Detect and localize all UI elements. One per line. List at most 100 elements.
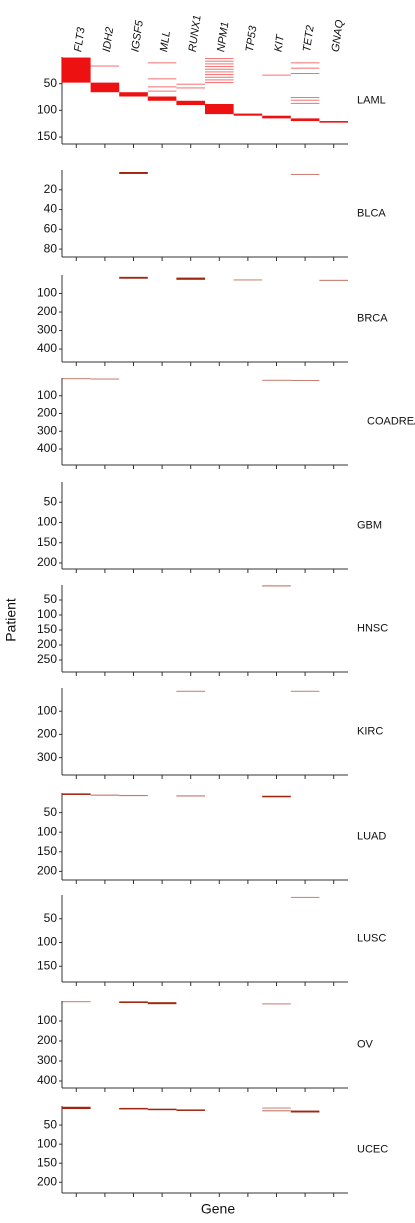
y-tick-label: 200 xyxy=(37,864,57,878)
mutation xyxy=(176,100,205,106)
mutation xyxy=(205,60,234,62)
mutation xyxy=(147,62,177,64)
panel-label: HNSC xyxy=(357,622,388,634)
gene-label: GNAQ xyxy=(330,19,346,53)
y-tick-label: 150 xyxy=(37,129,57,143)
mutation xyxy=(119,171,148,174)
y-tick-label: 60 xyxy=(44,221,58,235)
mutation xyxy=(147,1002,177,1005)
y-tick-label: 200 xyxy=(37,1033,57,1047)
y-tick-label: 100 xyxy=(37,103,57,117)
mutation xyxy=(119,1001,148,1003)
y-tick-label: 50 xyxy=(44,911,58,925)
y-tick-label: 150 xyxy=(37,622,57,636)
gene-label: TET2 xyxy=(301,25,317,53)
y-tick-label: 100 xyxy=(37,935,57,949)
mutation xyxy=(262,115,291,119)
y-tick-label: 100 xyxy=(37,607,57,621)
mutation xyxy=(290,173,320,175)
y-tick-label: 250 xyxy=(37,652,57,666)
mutation xyxy=(205,63,234,65)
y-tick-label: 50 xyxy=(44,494,58,508)
mutation xyxy=(90,794,120,796)
mutation xyxy=(176,277,205,280)
gene-label: IGSF5 xyxy=(129,19,145,53)
mutation xyxy=(290,99,320,101)
panel-label: UCEC xyxy=(357,1143,388,1155)
y-tick-label: 200 xyxy=(37,406,57,420)
y-tick-label: 100 xyxy=(37,824,57,838)
mutation xyxy=(62,1106,91,1110)
mutation xyxy=(290,690,320,692)
y-tick-label: 400 xyxy=(37,441,57,455)
mutation xyxy=(262,1110,291,1112)
y-axis-label: Patient xyxy=(3,598,19,642)
mutation xyxy=(205,82,234,84)
mutation xyxy=(205,71,234,73)
y-tick-label: 300 xyxy=(37,750,57,764)
y-tick-label: 50 xyxy=(44,76,58,90)
mutation xyxy=(262,1107,291,1109)
mutation xyxy=(290,379,320,381)
y-tick-label: 400 xyxy=(37,1073,57,1087)
mutation xyxy=(205,76,234,78)
gene-label: FLT3 xyxy=(72,26,87,53)
y-tick-label: 200 xyxy=(37,727,57,741)
mutation xyxy=(205,103,234,115)
y-tick-label: 400 xyxy=(37,341,57,355)
panel-label: COADREAD xyxy=(367,415,415,427)
mutation xyxy=(176,83,205,85)
y-tick-label: 300 xyxy=(37,1053,57,1067)
mutation xyxy=(176,690,205,692)
panel-label: LUAD xyxy=(357,830,386,842)
mutation xyxy=(233,113,263,116)
mutation xyxy=(62,793,91,795)
mutation xyxy=(205,74,234,76)
mutation xyxy=(262,74,291,76)
mutation xyxy=(176,795,205,797)
y-tick-label: 100 xyxy=(37,286,57,300)
gene-label: IDH2 xyxy=(101,26,116,52)
y-tick-label: 150 xyxy=(37,844,57,858)
panel-label: BRCA xyxy=(357,312,388,324)
y-tick-label: 200 xyxy=(37,304,57,318)
mutation xyxy=(290,67,320,69)
y-tick-label: 200 xyxy=(37,1174,57,1188)
mutation xyxy=(290,62,320,64)
mutation xyxy=(176,87,205,89)
panel-label: LUSC xyxy=(357,932,386,944)
mutation xyxy=(147,1108,177,1111)
mutation xyxy=(319,279,348,281)
gene-label: TP53 xyxy=(244,24,260,53)
mutation xyxy=(119,794,148,797)
y-tick-label: 300 xyxy=(37,423,57,437)
mutation xyxy=(262,379,291,381)
mutation xyxy=(119,1107,148,1110)
mutation xyxy=(147,86,177,88)
mutation xyxy=(262,585,291,587)
mutation xyxy=(62,1001,91,1003)
mutation xyxy=(62,378,91,380)
mutation xyxy=(176,1109,205,1111)
mutation xyxy=(205,68,234,70)
mutation xyxy=(62,57,91,83)
mutation xyxy=(147,96,177,101)
panel-label: LAML xyxy=(357,94,386,106)
mutation xyxy=(290,97,320,99)
mutation xyxy=(205,66,234,68)
y-tick-label: 20 xyxy=(44,182,58,196)
mutation xyxy=(90,65,120,67)
mutation xyxy=(119,92,148,97)
panel-label: GBM xyxy=(357,519,382,531)
mutation xyxy=(290,896,320,898)
y-tick-label: 200 xyxy=(37,555,57,569)
y-tick-label: 200 xyxy=(37,637,57,651)
mutation xyxy=(262,1003,291,1005)
mutation xyxy=(290,118,320,122)
mutation xyxy=(290,1110,320,1113)
y-tick-label: 100 xyxy=(37,515,57,529)
y-tick-label: 80 xyxy=(44,241,58,255)
y-tick-label: 100 xyxy=(37,1013,57,1027)
mutation xyxy=(290,73,320,75)
